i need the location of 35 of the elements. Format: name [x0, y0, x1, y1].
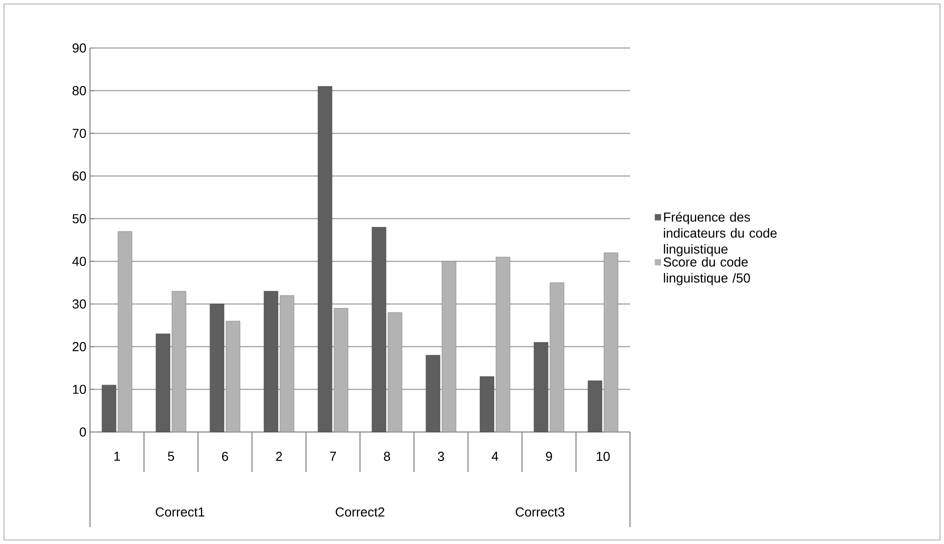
y-tick-label: 60: [72, 171, 86, 181]
y-tick-label: 30: [72, 299, 86, 309]
y-tick-label: 70: [72, 128, 86, 138]
x-tick-label: 2: [276, 452, 282, 461]
x-tick-label: 9: [546, 452, 552, 461]
y-tick-label: 50: [72, 214, 86, 224]
x-tick-label: 5: [168, 452, 174, 461]
bar: [534, 342, 548, 432]
text: Correct3: [516, 507, 564, 517]
bar: [102, 384, 116, 432]
bar: [588, 380, 602, 432]
bar: [372, 227, 386, 432]
legend-label: Fréquence des indicateurs du code linguistique: [664, 212, 777, 256]
legend-label: Score du code linguistique /50: [664, 257, 750, 286]
x-tick-label: 8: [384, 452, 390, 461]
y-tick-label: 90: [72, 43, 86, 53]
y-tick-label: 40: [72, 256, 86, 266]
y-tick-label: 10: [73, 384, 86, 394]
bar: [426, 354, 440, 432]
text: Correct2: [336, 507, 384, 517]
y-tick-label: 80: [72, 86, 86, 96]
bar: [156, 334, 170, 432]
x-tick-label: 7: [330, 452, 336, 461]
bar: [264, 291, 278, 432]
bar: [210, 304, 224, 432]
x-tick-label: 6: [222, 452, 228, 461]
bar: [318, 86, 332, 432]
y-tick-label: 20: [72, 342, 86, 352]
text: Correct1: [156, 507, 204, 517]
x-tick-label: 10: [596, 452, 610, 461]
x-tick-label: 1: [114, 452, 120, 461]
y-tick-label: 0: [80, 427, 86, 437]
x-tick-label: 3: [438, 452, 444, 461]
bar: [480, 376, 494, 432]
x-tick-label: 4: [492, 452, 498, 461]
